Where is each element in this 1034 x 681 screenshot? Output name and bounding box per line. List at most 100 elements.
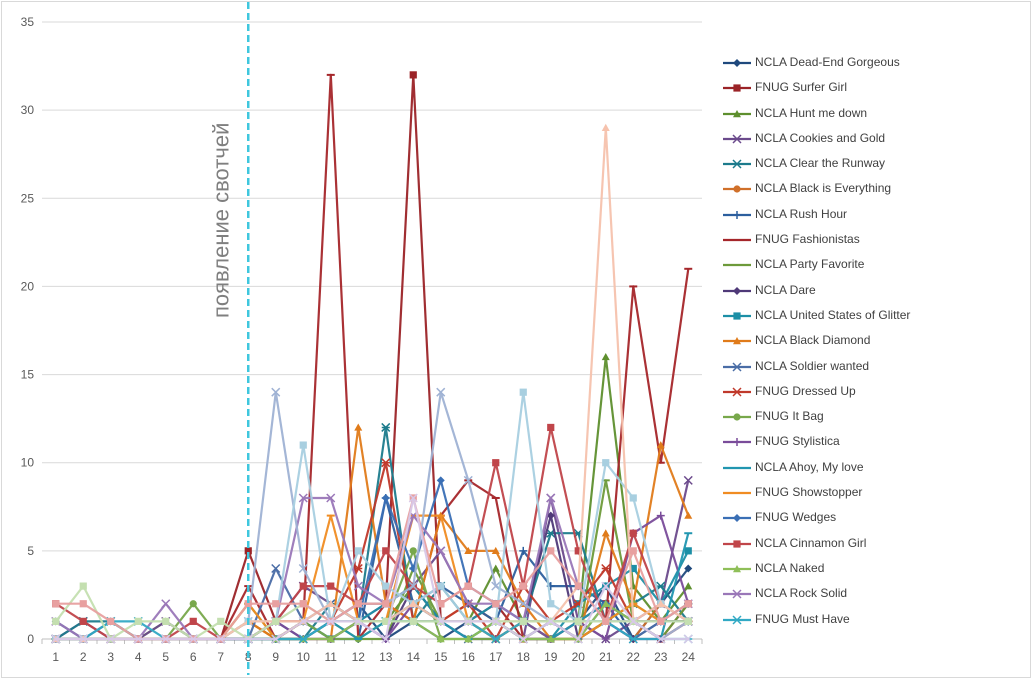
legend-label: FNUG Fashionistas — [755, 227, 860, 252]
data-point — [410, 71, 417, 78]
data-point — [602, 124, 610, 131]
data-point — [685, 600, 692, 607]
data-point — [733, 59, 741, 67]
data-point — [547, 600, 554, 607]
y-tick-label: 0 — [27, 632, 34, 646]
x-tick-label: 19 — [544, 650, 558, 664]
data-point — [300, 583, 307, 590]
data-point — [733, 85, 740, 92]
x-tick-label: 24 — [682, 650, 696, 664]
data-point — [300, 441, 307, 448]
x-tick-label: 21 — [599, 650, 613, 664]
data-point — [382, 583, 389, 590]
y-axis: 05101520253035 — [21, 15, 35, 646]
data-point — [602, 529, 610, 536]
legend-swatch — [722, 537, 752, 551]
data-point — [684, 512, 692, 519]
legend-swatch — [722, 410, 752, 424]
legend-item: NCLA Rock Solid — [722, 581, 1022, 606]
legend-item: FNUG Showstopper — [722, 480, 1022, 505]
legend-label: NCLA United States of Glitter — [755, 303, 910, 328]
legend-swatch — [722, 233, 752, 247]
data-point — [410, 618, 417, 625]
x-tick-label: 12 — [352, 650, 366, 664]
x-tick-label: 9 — [272, 650, 279, 664]
legend-label: NCLA Rush Hour — [755, 202, 847, 227]
x-tick-label: 3 — [107, 650, 114, 664]
legend-swatch — [722, 182, 752, 196]
legend-item: NCLA Hunt me down — [722, 101, 1022, 126]
series-lines — [52, 71, 693, 643]
y-tick-label: 10 — [21, 456, 35, 470]
legend-item: NCLA Party Favorite — [722, 252, 1022, 277]
x-tick-label: 6 — [190, 650, 197, 664]
data-point — [733, 438, 741, 446]
legend-item: NCLA Dead-End Gorgeous — [722, 50, 1022, 75]
data-point — [300, 600, 307, 607]
y-tick-label: 25 — [21, 191, 35, 205]
data-point — [162, 600, 170, 608]
data-point — [630, 547, 637, 554]
legend-swatch — [722, 385, 752, 399]
data-point — [520, 583, 527, 590]
annotation-label: появление свотчей — [208, 123, 233, 318]
x-tick-label: 22 — [627, 650, 641, 664]
data-point — [437, 583, 444, 590]
series — [52, 75, 693, 639]
data-point — [733, 540, 740, 547]
data-point — [630, 494, 637, 501]
legend-item: FNUG Surfer Girl — [722, 75, 1022, 100]
data-point — [657, 618, 664, 625]
data-point — [410, 547, 417, 554]
legend-item: NCLA Ahoy, My love — [722, 455, 1022, 480]
legend-swatch — [722, 587, 752, 601]
data-point — [80, 618, 87, 625]
data-point — [733, 414, 740, 421]
legend-item: FNUG Dressed Up — [722, 379, 1022, 404]
legend-item: FNUG Stylistica — [722, 429, 1022, 454]
data-point — [492, 600, 499, 607]
legend-label: NCLA Ahoy, My love — [755, 455, 864, 480]
x-tick-label: 2 — [80, 650, 87, 664]
x-tick-label: 15 — [434, 650, 448, 664]
legend-item: NCLA Clear the Runway — [722, 151, 1022, 176]
data-point — [80, 583, 87, 590]
legend-swatch — [722, 157, 752, 171]
data-point — [492, 564, 500, 571]
y-tick-label: 30 — [21, 103, 35, 117]
data-point — [602, 353, 610, 360]
legend-swatch — [722, 435, 752, 449]
data-point — [190, 618, 197, 625]
legend-item: NCLA Naked — [722, 556, 1022, 581]
data-point — [733, 287, 741, 295]
legend-swatch — [722, 334, 752, 348]
legend-swatch — [722, 486, 752, 500]
y-tick-label: 20 — [21, 279, 35, 293]
legend-label: NCLA Naked — [755, 556, 824, 581]
data-point — [547, 424, 554, 431]
y-tick-label: 35 — [21, 15, 35, 29]
data-point — [217, 618, 224, 625]
data-point — [733, 616, 741, 624]
data-point — [382, 547, 389, 554]
data-point — [733, 211, 741, 219]
data-point — [733, 312, 740, 319]
data-point — [52, 600, 59, 607]
x-tick-label: 23 — [654, 650, 668, 664]
data-point — [465, 583, 472, 590]
data-point — [520, 389, 527, 396]
legend: NCLA Dead-End Gorgeous FNUG Surfer Girl NC… — [722, 50, 1022, 632]
legend-swatch — [722, 613, 752, 627]
legend-swatch — [722, 107, 752, 121]
legend-label: NCLA Black is Everything — [755, 176, 891, 201]
data-point — [354, 423, 362, 430]
legend-label: FNUG Wedges — [755, 505, 836, 530]
x-tick-label: 11 — [325, 650, 338, 664]
legend-label: FNUG Stylistica — [755, 429, 840, 454]
x-tick-label: 4 — [135, 650, 142, 664]
data-point — [107, 618, 114, 625]
legend-label: NCLA Party Favorite — [755, 252, 864, 277]
data-point — [272, 600, 279, 607]
x-tick-label: 7 — [217, 650, 224, 664]
data-point — [685, 547, 692, 554]
